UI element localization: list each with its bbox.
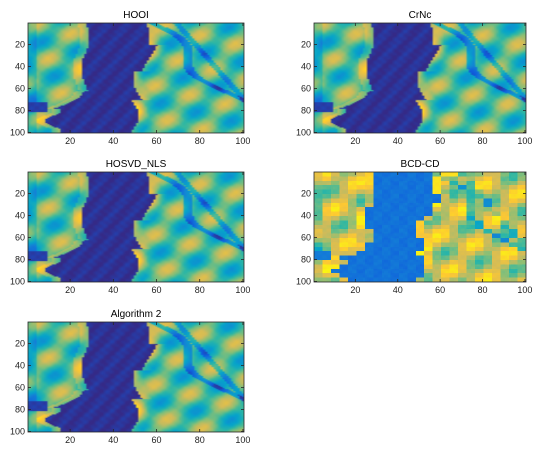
panel-title: BCD-CD [401,159,440,170]
x-tick-label: 40 [108,285,118,295]
y-tick-label: 40 [301,61,311,71]
heatmap-panel: Algorithm 2 20 40 60 80 100 20 40 60 80 100 [10,309,250,445]
heatmap-image [28,322,244,432]
x-tick-label: 40 [393,136,403,146]
x-tick-label: 80 [478,136,488,146]
y-tick-label: 60 [15,382,25,392]
heatmap-panel: CrNc 20 40 60 80 100 20 40 60 80 100 [296,10,532,146]
x-tick-label: 80 [195,435,205,445]
heatmap-panel: HOOI 20 40 60 80 100 20 40 60 80 100 [10,10,250,146]
x-tick-label: 40 [393,285,403,295]
axes-frame [313,171,527,283]
x-tick-label: 100 [235,285,250,295]
y-tick-label: 80 [15,105,25,115]
axes-frame [27,321,245,433]
y-tick-label: 100 [10,127,25,137]
y-tick-label: 40 [15,360,25,370]
y-tick-label: 80 [15,404,25,414]
x-tick-label: 80 [478,285,488,295]
x-tick-label: 40 [108,136,118,146]
y-tick-label: 40 [15,61,25,71]
heatmap-image [314,23,526,133]
panel-title: CrNc [409,10,432,21]
x-tick-label: 100 [235,435,250,445]
y-tick-label: 20 [15,39,25,49]
y-tick-label: 80 [301,105,311,115]
y-tick-label: 80 [15,254,25,264]
x-tick-label: 60 [435,136,445,146]
x-tick-label: 60 [435,285,445,295]
heatmap-panel: BCD-CD 20 40 60 80 100 20 40 60 80 100 [296,159,532,295]
y-tick-label: 60 [15,232,25,242]
panel-title: HOSVD_NLS [106,159,167,170]
x-tick-label: 20 [350,136,360,146]
panel-title: Algorithm 2 [111,309,162,320]
y-tick-label: 100 [10,426,25,436]
y-tick-label: 20 [15,338,25,348]
y-tick-label: 100 [296,276,311,286]
heatmap-panel: HOSVD_NLS 20 40 60 80 100 20 40 60 80 100 [10,159,250,295]
x-tick-label: 80 [195,136,205,146]
x-tick-label: 20 [65,136,75,146]
y-tick-label: 40 [301,210,311,220]
x-tick-label: 60 [152,285,162,295]
x-tick-label: 100 [517,285,532,295]
panel-title: HOOI [123,10,149,21]
y-tick-label: 20 [301,39,311,49]
x-tick-label: 100 [517,136,532,146]
x-tick-label: 60 [152,136,162,146]
y-tick-label: 80 [301,254,311,264]
x-tick-label: 80 [195,285,205,295]
y-tick-label: 60 [301,232,311,242]
x-tick-label: 20 [350,285,360,295]
x-tick-label: 20 [65,435,75,445]
heatmap-image [314,172,526,282]
y-tick-label: 40 [15,210,25,220]
axes-frame [27,171,245,283]
x-tick-label: 100 [235,136,250,146]
y-tick-label: 20 [301,188,311,198]
x-tick-label: 60 [152,435,162,445]
y-tick-label: 100 [10,276,25,286]
heatmap-image [28,23,244,133]
axes-frame [27,22,245,134]
x-tick-label: 40 [108,435,118,445]
y-tick-label: 60 [15,83,25,93]
y-tick-label: 20 [15,188,25,198]
y-tick-label: 60 [301,83,311,93]
x-tick-label: 20 [65,285,75,295]
y-tick-label: 100 [296,127,311,137]
heatmap-image [28,172,244,282]
axes-frame [313,22,527,134]
